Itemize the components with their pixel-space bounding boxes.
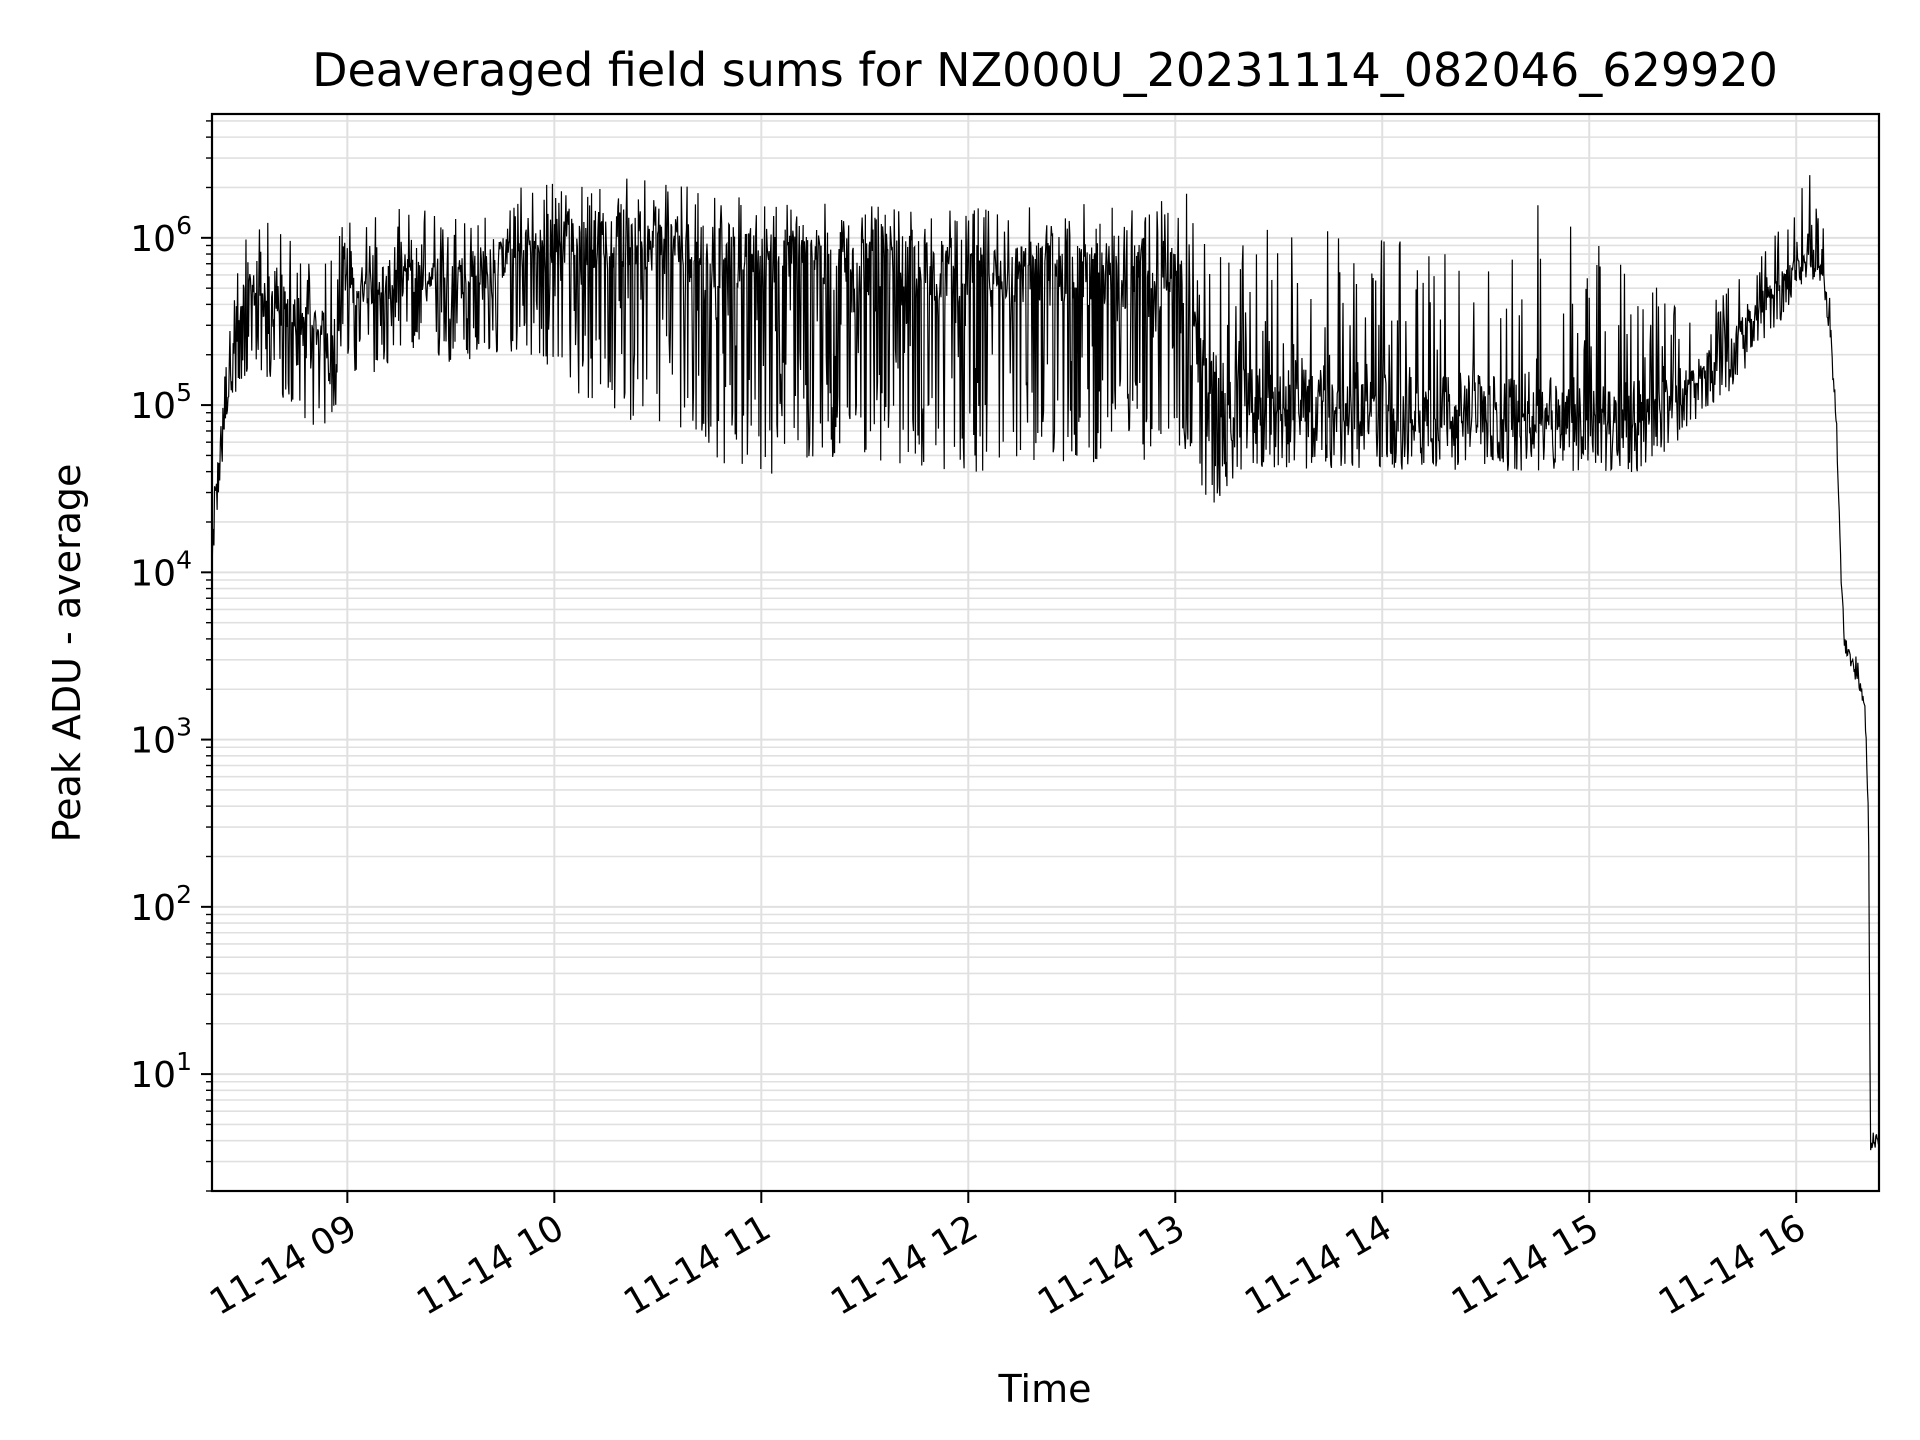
- plot-area: [211, 175, 1880, 1151]
- series-line: [211, 175, 1880, 1151]
- y-tick-label: 101: [130, 1047, 192, 1096]
- chart-title: Deaveraged field sums for NZ000U_2023111…: [312, 43, 1778, 97]
- y-tick-label: 102: [130, 880, 192, 929]
- plot-frame: [210, 112, 1881, 1193]
- y-tick-label: 106: [130, 211, 192, 260]
- y-axis-label: Peak ADU - average: [45, 464, 89, 843]
- y-axis: 101 102 103 104 105 106: [130, 120, 212, 1192]
- y-tick-label: 104: [130, 545, 192, 594]
- x-axis-label: Time: [998, 1367, 1092, 1411]
- y-tick-label: 103: [130, 713, 192, 762]
- y-tick-label: 105: [130, 378, 192, 427]
